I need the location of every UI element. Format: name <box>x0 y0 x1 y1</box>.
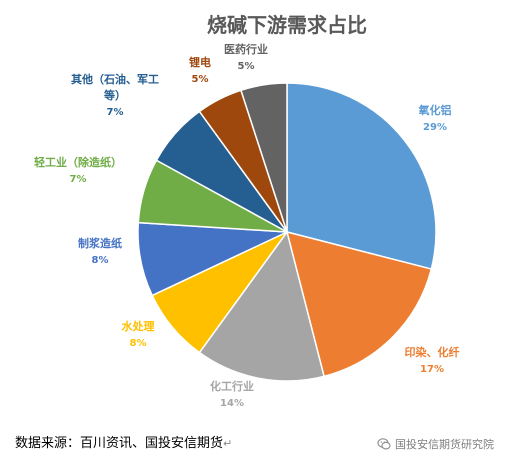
wechat-icon <box>377 438 391 450</box>
pie-slice-2 <box>198 230 325 382</box>
slice-value-2: 14% <box>220 398 244 409</box>
pie-slice-8 <box>240 82 288 233</box>
chart-title: 烧碱下游需求占比 <box>207 13 367 37</box>
slice-label-7: 锂电 <box>189 55 211 69</box>
slice-label-8: 医药行业 <box>224 42 268 56</box>
slice-label-5: 轻工业（除造纸） <box>34 155 122 169</box>
slice-value-6: 7% <box>107 107 124 118</box>
source-note: 数据来源：百川资讯、国投安信期货↵ <box>15 432 232 451</box>
slice-label-1: 印染、化纤 <box>405 345 460 359</box>
watermark-text: 国投安信期货研究院 <box>395 438 494 451</box>
slice-value-4: 8% <box>92 255 109 266</box>
slice-value-5: 7% <box>70 174 87 185</box>
pie-labels: 氧化铝 29% 印染、化纤 17% 化工行业 14% 水处理 8% 制浆造纸 8% 轻工业（除造纸）… <box>34 42 460 409</box>
slice-value-8: 5% <box>238 61 255 72</box>
source-text: 数据来源：百川资讯、国投安信期货 <box>15 436 224 451</box>
pie-slice-0 <box>286 82 437 270</box>
slice-label-0: 氧化铝 <box>418 103 452 117</box>
slice-value-3: 8% <box>130 338 147 349</box>
slice-label-6: 其他（石油、军工等） <box>71 72 159 102</box>
return-mark: ↵ <box>223 437 233 450</box>
slice-label-4: 制浆造纸 <box>78 236 122 250</box>
slice-value-1: 17% <box>420 364 444 375</box>
slice-label-3: 水处理 <box>122 319 155 333</box>
watermark: 国投安信期货研究院 <box>377 436 494 452</box>
slice-value-7: 5% <box>192 74 209 85</box>
slice-value-0: 29% <box>423 122 447 133</box>
pie-slice-1 <box>285 230 433 378</box>
slice-label-2: 化工行业 <box>210 379 254 393</box>
pie-slices <box>137 82 437 382</box>
